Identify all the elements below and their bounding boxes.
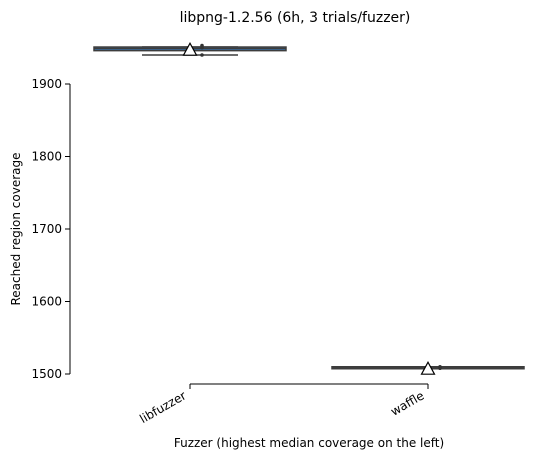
mean-marker [182,41,198,56]
box-libfuzzer [93,41,287,57]
data-point [438,364,442,369]
y-axis: 1500 1600 1700 1800 1900 [31,77,71,381]
data-point [200,53,204,57]
x-tick-label: waffle [388,388,426,418]
chart-title: libpng-1.2.56 (6h, 3 trials/fuzzer) [180,10,411,26]
y-tick-label: 1900 [31,77,62,91]
y-tick-label: 1600 [31,295,62,309]
y-tick-label: 1700 [31,222,62,236]
mean-marker [420,360,436,375]
x-tick-label: libfuzzer [137,388,188,426]
y-tick-label: 1800 [31,150,62,164]
data-point [200,43,204,48]
x-axis: libfuzzer waffle [137,383,429,426]
y-axis-label: Reached region coverage [9,152,23,305]
x-axis-label: Fuzzer (highest median coverage on the l… [174,436,444,450]
y-tick-label: 1500 [31,367,62,381]
box-waffle [331,360,525,375]
plot-area [93,41,525,375]
